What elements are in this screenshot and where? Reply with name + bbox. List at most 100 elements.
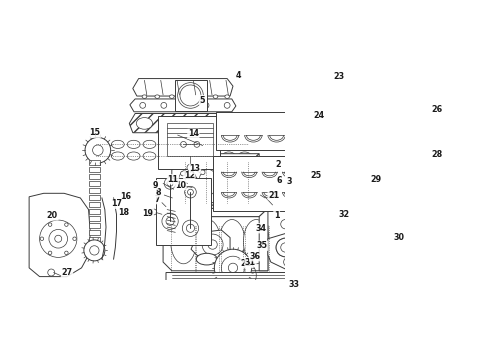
Text: 24: 24 <box>313 111 324 120</box>
Ellipse shape <box>244 208 247 211</box>
Bar <box>89 216 100 221</box>
Text: 5: 5 <box>199 96 205 105</box>
Text: 6: 6 <box>277 176 282 185</box>
Ellipse shape <box>198 95 203 98</box>
Text: 7: 7 <box>154 195 160 204</box>
Ellipse shape <box>221 256 245 279</box>
Polygon shape <box>172 208 268 217</box>
Ellipse shape <box>220 170 238 195</box>
Ellipse shape <box>208 240 217 249</box>
Bar <box>156 177 211 244</box>
Polygon shape <box>166 273 300 284</box>
Text: 9: 9 <box>152 181 158 190</box>
Ellipse shape <box>65 223 68 226</box>
Ellipse shape <box>232 208 236 211</box>
Text: 21: 21 <box>268 190 279 199</box>
Ellipse shape <box>158 182 163 186</box>
Ellipse shape <box>210 208 213 211</box>
Text: 36: 36 <box>249 252 261 261</box>
Ellipse shape <box>155 95 160 98</box>
Ellipse shape <box>240 205 261 214</box>
Ellipse shape <box>65 251 68 255</box>
Ellipse shape <box>281 220 290 229</box>
Ellipse shape <box>254 208 258 211</box>
Bar <box>89 202 100 207</box>
Text: 34: 34 <box>255 224 267 233</box>
Polygon shape <box>172 162 259 203</box>
Ellipse shape <box>218 205 239 214</box>
Ellipse shape <box>276 238 294 257</box>
Ellipse shape <box>40 220 77 257</box>
Ellipse shape <box>171 220 196 264</box>
Ellipse shape <box>140 103 146 108</box>
Ellipse shape <box>111 140 124 148</box>
Ellipse shape <box>238 140 251 148</box>
Ellipse shape <box>164 177 176 189</box>
Ellipse shape <box>191 140 203 148</box>
Polygon shape <box>250 154 259 203</box>
Ellipse shape <box>298 246 308 255</box>
Text: 2: 2 <box>275 160 281 169</box>
Ellipse shape <box>49 223 52 226</box>
Ellipse shape <box>301 232 322 246</box>
Ellipse shape <box>143 152 156 160</box>
Text: 27: 27 <box>61 268 73 277</box>
Ellipse shape <box>269 204 273 208</box>
Ellipse shape <box>184 95 189 98</box>
Text: 32: 32 <box>338 210 349 219</box>
Bar <box>89 244 100 249</box>
Ellipse shape <box>195 220 220 264</box>
Text: 10: 10 <box>175 181 186 190</box>
Ellipse shape <box>185 186 196 198</box>
Ellipse shape <box>281 243 290 252</box>
Text: 19: 19 <box>143 208 153 217</box>
Ellipse shape <box>180 141 186 147</box>
Ellipse shape <box>192 118 208 129</box>
Ellipse shape <box>176 208 179 211</box>
Ellipse shape <box>85 138 111 163</box>
Ellipse shape <box>219 118 235 129</box>
Ellipse shape <box>96 152 108 160</box>
Ellipse shape <box>143 140 156 148</box>
Polygon shape <box>129 113 239 133</box>
Text: 14: 14 <box>188 129 199 138</box>
Ellipse shape <box>214 249 252 287</box>
Ellipse shape <box>200 170 205 175</box>
Polygon shape <box>167 123 213 156</box>
Text: 20: 20 <box>47 211 58 220</box>
Bar <box>89 188 100 193</box>
Text: 22: 22 <box>240 259 251 268</box>
Ellipse shape <box>203 103 209 108</box>
Polygon shape <box>172 205 262 214</box>
Ellipse shape <box>180 85 201 106</box>
Ellipse shape <box>310 240 328 258</box>
Ellipse shape <box>96 140 108 148</box>
Polygon shape <box>268 232 329 273</box>
Text: 33: 33 <box>289 280 300 289</box>
Bar <box>89 195 100 200</box>
Ellipse shape <box>127 152 140 160</box>
Ellipse shape <box>188 189 194 195</box>
Polygon shape <box>29 193 90 276</box>
Ellipse shape <box>178 170 197 195</box>
Text: 18: 18 <box>118 208 129 217</box>
Bar <box>89 209 100 214</box>
Text: 30: 30 <box>393 233 404 242</box>
Text: 17: 17 <box>111 199 122 208</box>
Text: 4: 4 <box>236 71 242 80</box>
Ellipse shape <box>90 246 99 255</box>
Polygon shape <box>133 78 233 96</box>
Ellipse shape <box>187 208 191 211</box>
Ellipse shape <box>222 140 235 148</box>
Bar <box>216 112 285 150</box>
Bar <box>175 80 207 111</box>
Bar <box>213 156 285 211</box>
Ellipse shape <box>166 217 174 225</box>
Ellipse shape <box>213 95 218 98</box>
Bar <box>89 174 100 179</box>
Ellipse shape <box>84 240 105 261</box>
Ellipse shape <box>245 285 252 292</box>
Ellipse shape <box>284 255 305 269</box>
Ellipse shape <box>49 229 68 248</box>
Ellipse shape <box>187 164 194 171</box>
